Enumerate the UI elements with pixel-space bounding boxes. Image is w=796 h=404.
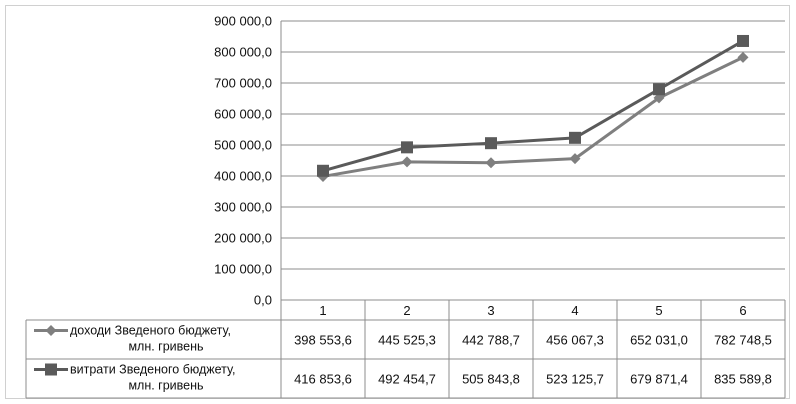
- table-cell-value: 652 031,0: [630, 333, 688, 348]
- y-axis-tick-labels: 0,0 100 000,0 200 000,0 300 000,0 400 000,0 5…: [214, 14, 272, 308]
- data-point: [485, 157, 497, 169]
- legend-label: млн. гривень: [128, 340, 203, 354]
- data-point: [737, 51, 749, 63]
- y-tick-label: 400 000,0: [214, 169, 272, 184]
- table-cell-value: 492 454,7: [378, 372, 436, 387]
- y-tick-label: 700 000,0: [214, 76, 272, 91]
- data-point: [401, 156, 413, 168]
- y-tick-label: 300 000,0: [214, 200, 272, 215]
- x-category-label: 3: [487, 303, 494, 318]
- y-tick-label: 0,0: [254, 293, 272, 308]
- y-tick-label: 100 000,0: [214, 262, 272, 277]
- legend-marker: [45, 325, 57, 336]
- table-cell-value: 679 871,4: [630, 372, 688, 387]
- table-cell-value: 445 525,3: [378, 333, 436, 348]
- data-point: [485, 137, 497, 150]
- table-cell-value: 523 125,7: [546, 372, 604, 387]
- y-tick-label: 600 000,0: [214, 107, 272, 122]
- series-line: [322, 39, 744, 173]
- data-point: [401, 141, 413, 154]
- series-layer: [317, 34, 749, 182]
- legend-label: млн. гривень: [128, 379, 203, 393]
- x-category-label: 5: [655, 303, 662, 318]
- y-tick-label: 800 000,0: [214, 45, 272, 60]
- series-line: [322, 55, 744, 178]
- legend-marker: [45, 363, 57, 376]
- data-table: 1 2 3 4 5 6 доходи Зведеного бюджету, млн. грив…: [25, 300, 786, 399]
- legend-label: доходи Зведеного бюджету,: [70, 324, 231, 338]
- data-point: [737, 34, 749, 47]
- x-category-label: 4: [571, 303, 578, 318]
- table-cell-value: 835 589,8: [714, 372, 772, 387]
- data-point: [653, 83, 665, 96]
- y-tick-label: 500 000,0: [214, 138, 272, 153]
- table-cell-value: 456 067,3: [546, 333, 604, 348]
- data-point: [569, 131, 581, 144]
- x-category-label: 6: [739, 303, 746, 318]
- table-cell-value: 505 843,8: [462, 372, 520, 387]
- x-category-label: 1: [319, 303, 326, 318]
- y-tick-label: 200 000,0: [214, 231, 272, 246]
- data-point: [317, 164, 329, 177]
- table-cell-value: 782 748,5: [714, 333, 772, 348]
- table-cell-value: 416 853,6: [294, 372, 352, 387]
- y-tick-label: 900 000,0: [214, 14, 272, 29]
- x-category-label: 2: [403, 303, 410, 318]
- table-cell-value: 442 788,7: [462, 333, 520, 348]
- legend-label: витрати Зведеного бюджету,: [70, 363, 236, 377]
- data-point: [569, 153, 581, 165]
- table-cell-value: 398 553,6: [294, 333, 352, 348]
